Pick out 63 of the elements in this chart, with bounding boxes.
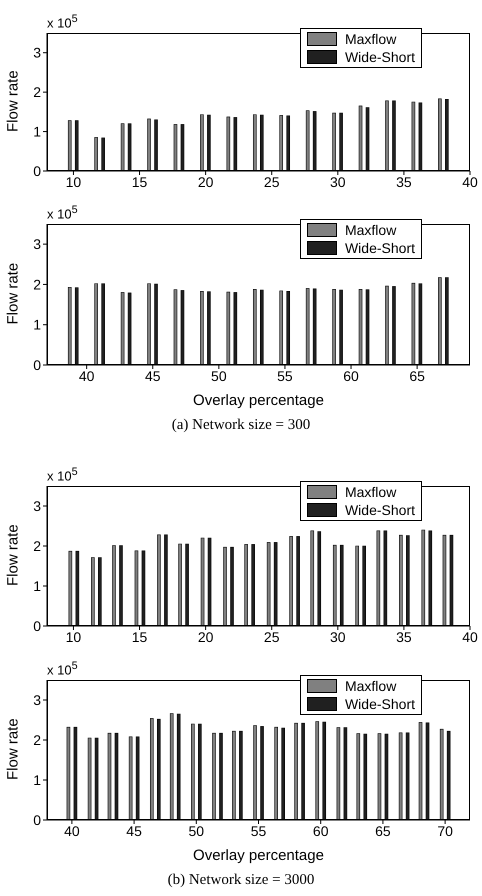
x-tick-label: 35 bbox=[396, 628, 412, 645]
y-axis-title: Flow rate bbox=[4, 718, 22, 780]
x-tick-label: 40 bbox=[64, 822, 80, 839]
y-tick-label: 1 bbox=[33, 316, 42, 333]
x-tick-label: 10 bbox=[66, 174, 82, 190]
legend-label: Wide-Short bbox=[344, 240, 415, 256]
y-tick-label: 3 bbox=[33, 236, 42, 252]
text: (b) Network size = 3000 bbox=[166, 872, 316, 889]
x-tick-label: 10 bbox=[66, 628, 82, 645]
x-tick-label: 70 bbox=[437, 822, 454, 839]
legend-label: Maxflow bbox=[344, 484, 396, 500]
y-axis-title: Flow rate bbox=[4, 262, 22, 324]
legend-label: Wide-Short bbox=[344, 696, 415, 712]
legend-label: Wide-Short bbox=[344, 502, 415, 518]
x-tick-label: 65 bbox=[375, 822, 391, 839]
x-tick-label: 40 bbox=[78, 368, 95, 384]
y-tick-label: 1 bbox=[33, 578, 42, 594]
x-tick-label: 40 bbox=[462, 174, 478, 190]
x-tick-label: 50 bbox=[211, 368, 227, 384]
y-tick-label: 1 bbox=[33, 772, 42, 788]
x-tick-label: 20 bbox=[198, 628, 214, 645]
legend-label: Maxflow bbox=[344, 678, 396, 694]
legend-label: Wide-Short bbox=[344, 49, 415, 65]
x-tick-label: 25 bbox=[264, 628, 280, 645]
x-tick-label: 50 bbox=[188, 822, 204, 839]
x-tick-label: 25 bbox=[264, 174, 280, 190]
x-tick-label: 45 bbox=[126, 822, 142, 839]
x-tick-label: 35 bbox=[396, 174, 412, 190]
text: x 10$^{5}$ bbox=[47, 13, 78, 30]
x-tick-label: 15 bbox=[132, 628, 148, 645]
y-tick-label: 2 bbox=[33, 732, 42, 748]
y-axis-title: Flow rate bbox=[4, 524, 22, 586]
x-tick-label: 30 bbox=[330, 174, 346, 190]
legend-label: Maxflow bbox=[344, 31, 396, 47]
y-tick-label: 2 bbox=[33, 84, 42, 100]
text: x 10$^{5}$ bbox=[47, 660, 78, 678]
text: (a) Network size = 300 bbox=[170, 417, 312, 434]
y-axis-title: Flow rate bbox=[4, 70, 22, 132]
x-tick-label: 30 bbox=[330, 628, 346, 645]
y-tick-label: 0 bbox=[33, 812, 42, 828]
y-tick-label: 3 bbox=[33, 44, 42, 61]
y-tick-label: 3 bbox=[33, 692, 42, 708]
y-tick-label: 3 bbox=[33, 498, 42, 514]
x-axis-title: Overlay percentage bbox=[193, 847, 324, 864]
text: x 10$^{5}$ bbox=[47, 204, 78, 222]
x-tick-label: 60 bbox=[312, 822, 329, 839]
y-tick-label: 0 bbox=[33, 618, 42, 634]
x-tick-label: 45 bbox=[144, 368, 161, 384]
x-tick-label: 65 bbox=[409, 368, 426, 384]
x-tick-label: 55 bbox=[277, 368, 293, 384]
x-tick-label: 15 bbox=[132, 174, 148, 190]
legend-label: Maxflow bbox=[344, 222, 396, 238]
x-tick-label: 55 bbox=[250, 822, 266, 839]
x-tick-label: 60 bbox=[343, 368, 360, 384]
text: x 10$^{5}$ bbox=[47, 466, 78, 484]
x-tick-label: 20 bbox=[198, 174, 214, 190]
y-tick-label: 0 bbox=[33, 356, 42, 373]
x-tick-label: 40 bbox=[462, 628, 478, 645]
y-tick-label: 0 bbox=[33, 162, 42, 179]
x-axis-title: Overlay percentage bbox=[193, 392, 324, 409]
y-tick-label: 2 bbox=[33, 538, 42, 554]
y-tick-label: 1 bbox=[33, 124, 42, 140]
y-tick-label: 2 bbox=[33, 276, 42, 292]
